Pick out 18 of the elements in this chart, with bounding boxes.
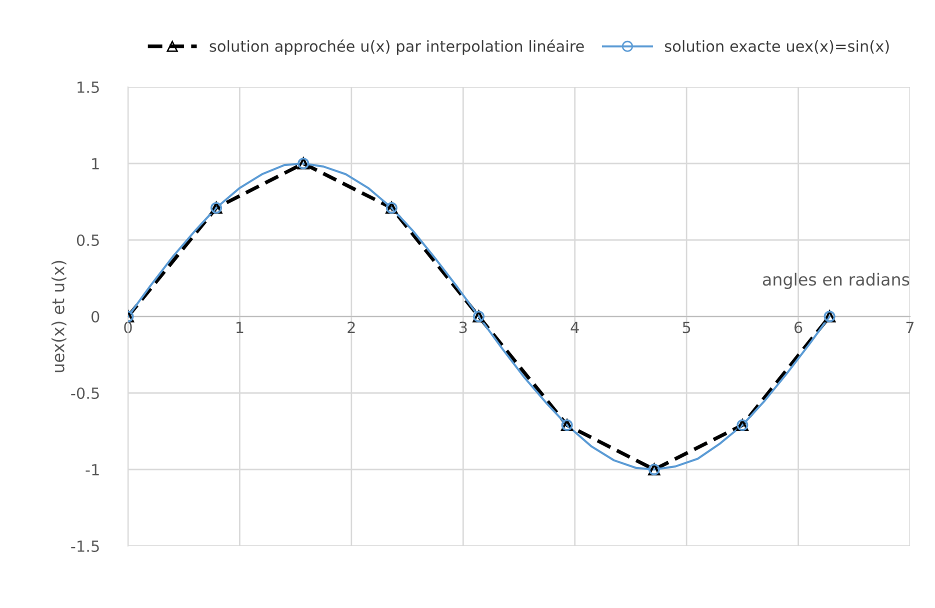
x-tick-label: 7 (906, 322, 914, 333)
x-tick-label: 4 (570, 322, 579, 333)
x-tick-label: 2 (348, 322, 355, 333)
legend-label: solution exacte uex(x)=sin(x) (664, 40, 889, 54)
x-tick-label: 5 (682, 322, 690, 334)
y-tick-label: 0.5 (76, 234, 99, 246)
y-tick-label: -0.5 (71, 387, 99, 400)
x-tick-label: 3 (459, 322, 467, 334)
x-tick-label: 1 (236, 322, 244, 333)
y-axis-title: uex(x) et u(x) (52, 260, 66, 372)
y-tick-label: -1.5 (71, 540, 99, 552)
x-axis-title: angles en radians (762, 272, 910, 289)
y-tick-label: 1.5 (78, 82, 99, 94)
x-tick-label: 6 (794, 322, 802, 334)
y-tick-label: -1 (86, 464, 99, 476)
y-tick-label: 0 (92, 310, 100, 323)
y-tick-label: 1 (92, 158, 99, 170)
legend-label: solution approchée u(x) par interpolation linéaire (210, 39, 584, 55)
